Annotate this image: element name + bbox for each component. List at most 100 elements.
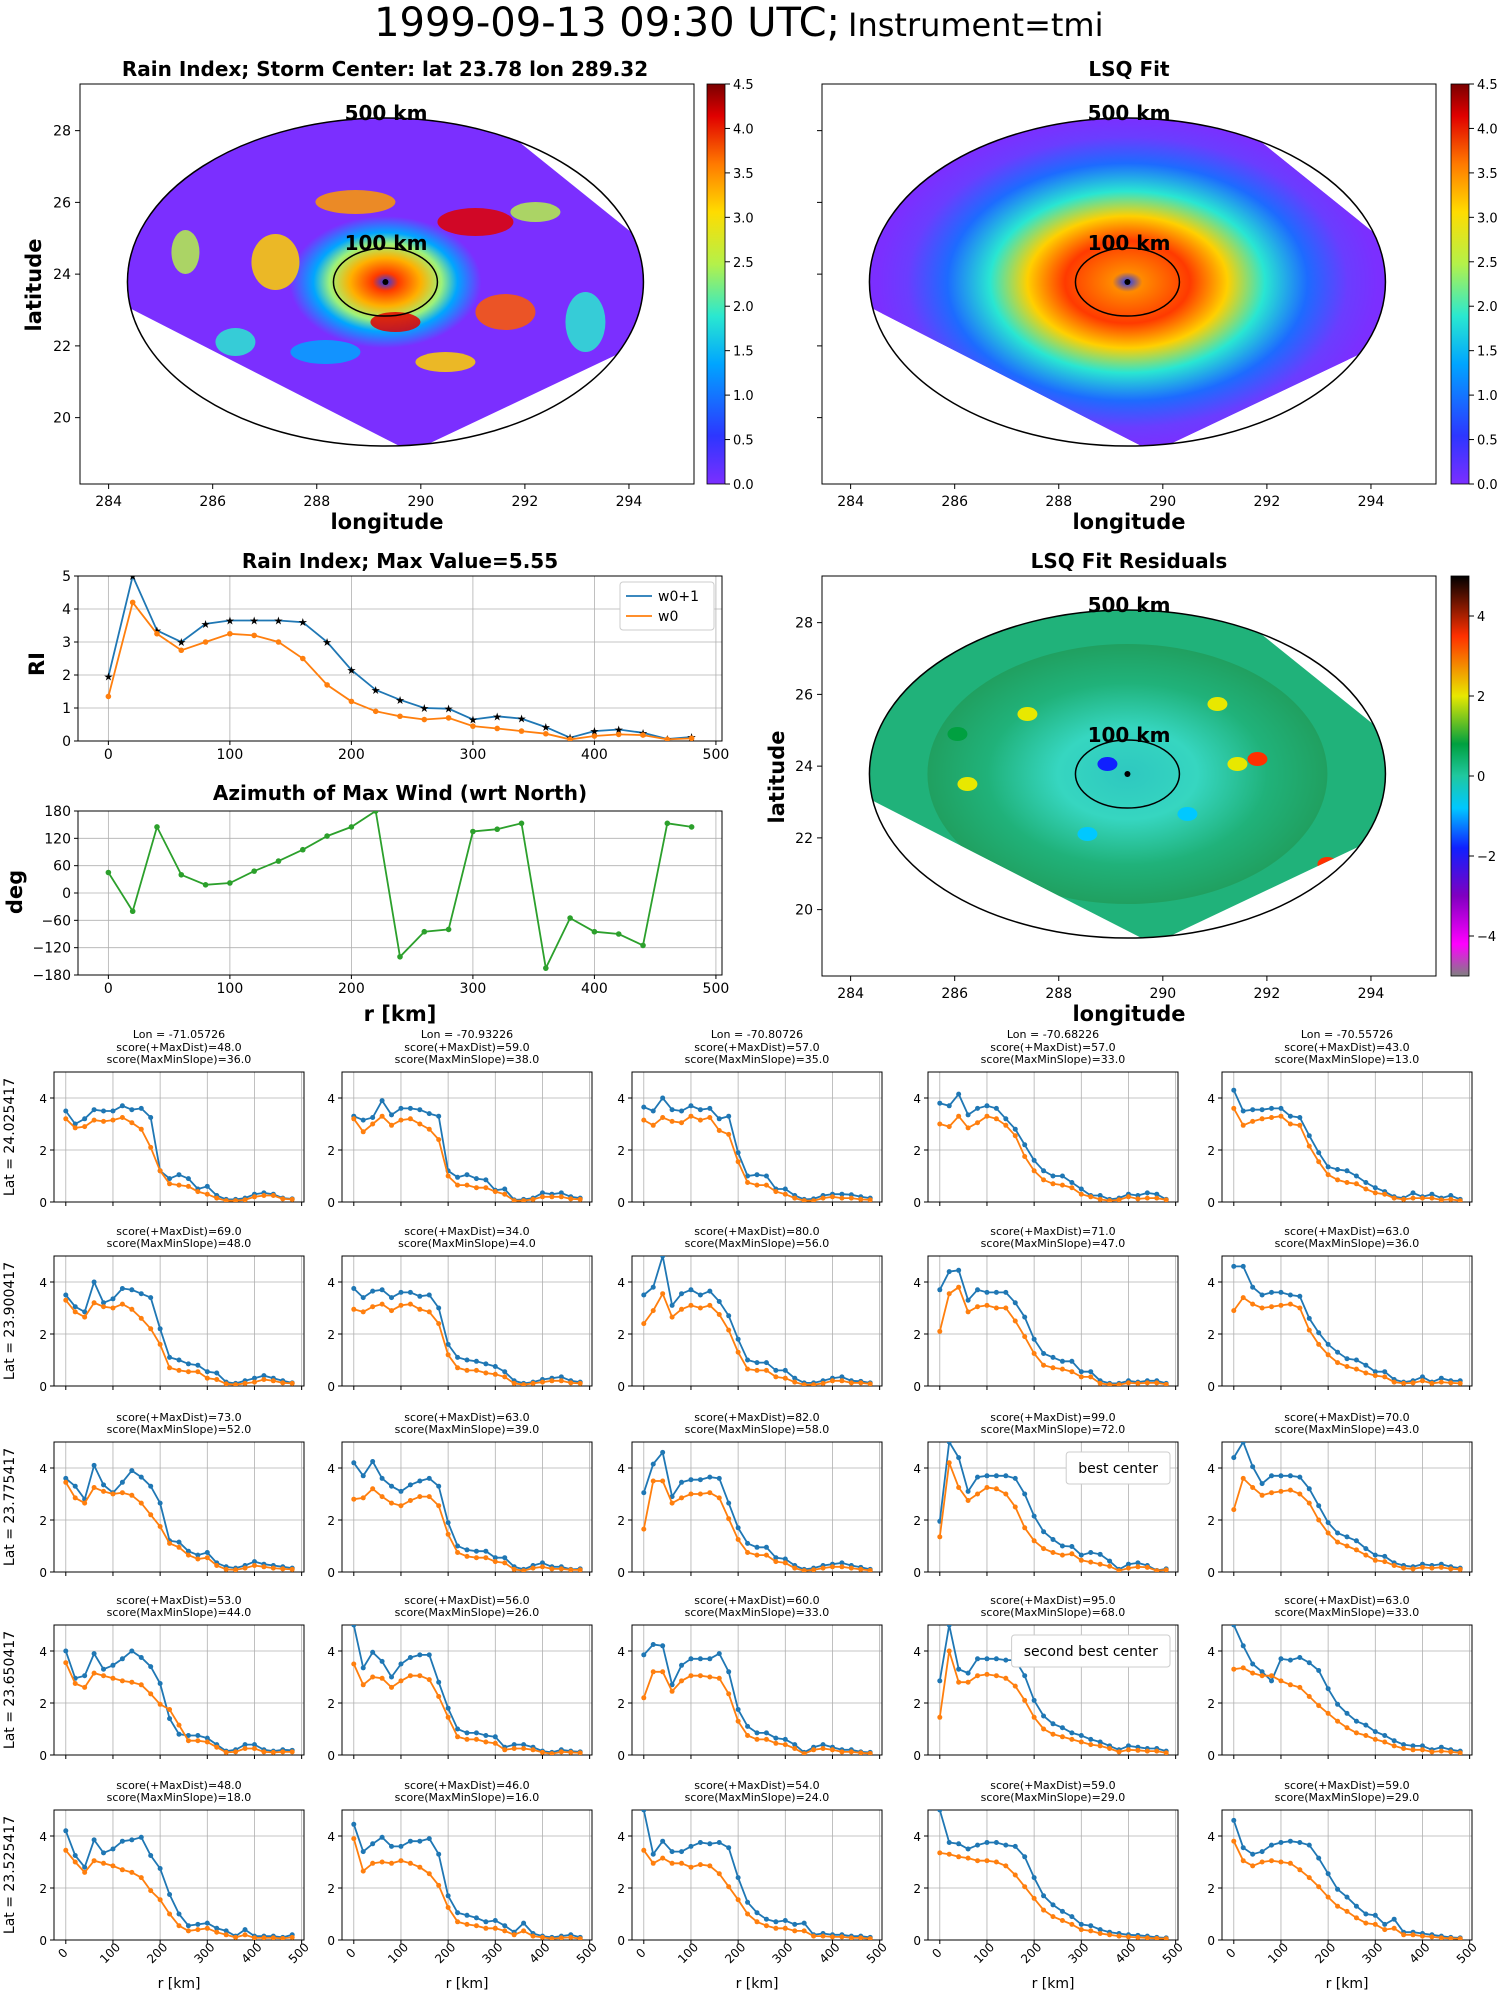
series-point [716,1675,722,1681]
y-tick-label: −180 [33,968,71,984]
series-point [1372,1729,1378,1735]
series-point [1363,1911,1369,1917]
series-point [1353,1903,1359,1909]
ring-outer-label-3: 500 km [1088,593,1171,617]
residual-spot-6 [1317,857,1338,872]
x-tick-label: 500 [864,1940,890,1966]
series-point [664,736,671,741]
series-point [63,1475,69,1481]
series-point [1041,1907,1047,1913]
y-tick-label: 2 [39,1328,47,1342]
series-point [1144,1564,1150,1570]
series-point [398,1289,404,1295]
series-point [148,1512,154,1518]
series-point [1250,1661,1256,1667]
series-point [530,1565,536,1571]
series-point [521,1742,527,1748]
series-point [1344,1168,1350,1174]
colorbar-tick-label: 2.0 [733,300,754,315]
series-point [398,1843,404,1849]
y-tick-label: 2 [1207,1144,1215,1158]
series-point [558,1374,564,1380]
colorbar-tick-label: 4 [1477,610,1485,625]
series-point [348,824,355,830]
series-point [511,1198,517,1202]
series-point [445,1893,451,1899]
series-point [157,1168,163,1174]
score-maxminslope: score(MaxMinSlope)=39.0 [395,1423,540,1436]
series-point [1278,1859,1284,1865]
series-point [956,1267,962,1273]
series-point [1457,1198,1463,1202]
series-point [436,1851,442,1857]
series-point [1448,1749,1454,1755]
series-point [270,1193,276,1198]
series-point [351,1460,357,1466]
series-point [1069,1914,1075,1920]
series-line-0 [64,1830,293,1939]
series-point [1154,1935,1160,1940]
series-point [1125,1934,1131,1940]
series-point [867,1936,873,1940]
series-point [1012,1126,1018,1132]
series-point [1022,1491,1028,1497]
series-point [407,1105,413,1111]
series-point [148,1326,154,1332]
series-point [91,1107,97,1113]
series-point [1353,1181,1359,1187]
series-point [223,1749,229,1755]
series-point [745,1180,751,1185]
series-star-point: ★ [274,615,284,628]
series-star-point: ★ [346,664,356,677]
series-point [251,1559,257,1565]
series-point [63,1828,69,1834]
series-point [1012,1504,1018,1510]
series-point [436,1694,442,1699]
series-point [324,682,330,688]
rain-index-map: Rain Index; Storm Center: lat 23.78 lon … [22,57,754,534]
series-point [1003,1473,1009,1479]
series-point [1088,1928,1094,1934]
colorbar-1 [706,83,726,485]
series-point [351,1821,357,1827]
series-point [937,1810,943,1813]
series-point [398,1503,404,1509]
series-point [707,1841,713,1847]
ring-100km [1074,739,1181,809]
series-point [1363,1552,1369,1558]
y-tick-label: 4 [1207,1092,1215,1106]
series-point [1041,1529,1047,1535]
x-tick-label: 300 [1359,1940,1385,1966]
series-point [389,1308,395,1314]
series-point [1003,1289,1009,1295]
series-point [464,1736,470,1742]
series-point [946,1840,952,1845]
series-point [464,1182,470,1188]
colorbar-tick-label: 0.5 [733,434,754,449]
series-point [1012,1318,1018,1324]
series-point [1344,1894,1350,1900]
series-point [669,1860,675,1866]
series-point [716,1312,722,1317]
series-point [1259,1492,1265,1498]
series-point [1107,1382,1113,1386]
series-point [110,1863,116,1869]
series-point [1135,1380,1141,1386]
x-tick-label: 400 [239,1940,265,1966]
y-tick-label: 120 [44,831,71,847]
storm-center-marker [382,279,389,286]
series-point [82,1124,88,1130]
y-tick-label: 0 [617,1934,625,1948]
series-point [1325,1352,1331,1358]
score-maxminslope: score(MaxMinSlope)=13.0 [1275,1053,1420,1066]
series-point [792,1195,798,1201]
series-point [811,1382,817,1386]
y-tick-label: 4 [913,1830,921,1844]
series-point [251,1742,257,1748]
series-point [1259,1673,1265,1679]
series-point [455,1734,461,1740]
series-line-1 [64,1662,293,1754]
plot-frame [53,1809,305,1941]
series-point [867,1197,873,1202]
series-point [1069,1180,1075,1185]
